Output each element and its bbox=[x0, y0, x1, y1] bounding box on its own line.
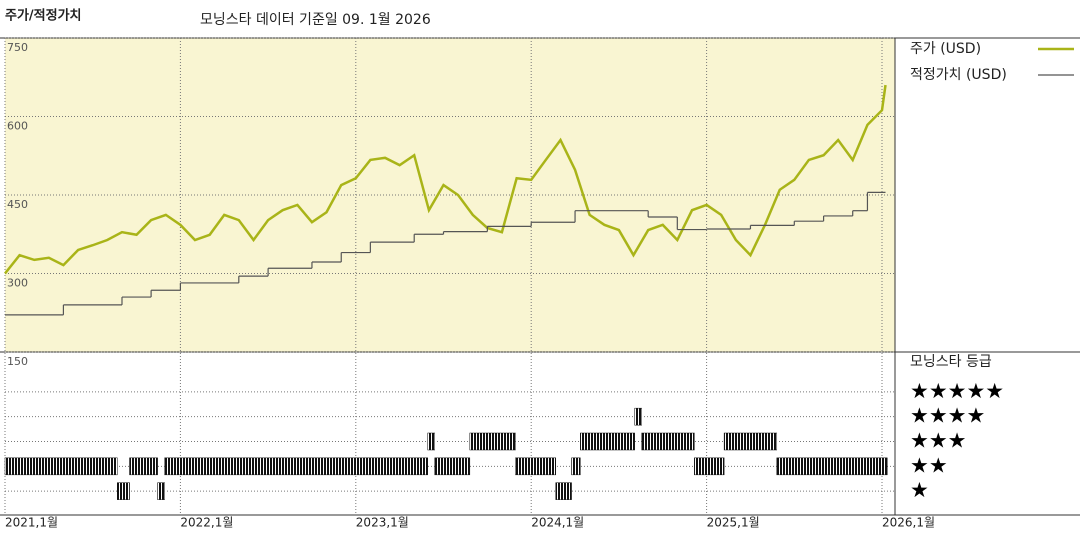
rating-bar bbox=[634, 407, 642, 426]
rating-bar bbox=[164, 457, 428, 476]
rating-label: ★★★ bbox=[910, 429, 966, 453]
x-tick-label: 2024,1월 bbox=[531, 516, 584, 530]
legend-label: 적정가치 (USD) bbox=[910, 67, 1007, 83]
rating-bar bbox=[641, 432, 695, 451]
rating-bar bbox=[515, 457, 557, 476]
chart-subtitle: 모닝스타 데이터 기준일 09. 1월 2026 bbox=[200, 12, 431, 28]
rating-label: ★ bbox=[910, 478, 929, 502]
x-tick-label: 2025,1월 bbox=[707, 516, 760, 530]
rating-bar bbox=[776, 457, 888, 476]
rating-bar bbox=[129, 457, 158, 476]
x-tick-label: 2026,1월 bbox=[882, 516, 935, 530]
y-tick-label: 600 bbox=[7, 120, 28, 133]
legend-label: 주가 (USD) bbox=[910, 41, 981, 57]
x-tick-label: 2021,1월 bbox=[5, 516, 58, 530]
rating-bar bbox=[723, 432, 778, 451]
rating-bar bbox=[434, 457, 471, 476]
rating-bar bbox=[580, 432, 635, 451]
rating-label: ★★★★ bbox=[910, 404, 985, 428]
rating-bar bbox=[4, 457, 118, 476]
rating-bar bbox=[571, 457, 581, 476]
rating-bar bbox=[157, 482, 165, 500]
rating-bar bbox=[117, 482, 130, 500]
x-tick-label: 2022,1월 bbox=[180, 516, 233, 530]
y-tick-label: 450 bbox=[7, 198, 28, 211]
rating-label: ★★ bbox=[910, 453, 948, 477]
chart-title: 주가/적정가치 bbox=[5, 8, 82, 24]
rating-label: ★★★★★ bbox=[910, 379, 1004, 403]
y-tick-label: 750 bbox=[7, 41, 28, 54]
x-tick-label: 2023,1월 bbox=[356, 516, 409, 530]
price-line bbox=[4, 84, 887, 275]
y-tick-label: 150 bbox=[7, 355, 28, 368]
rating-bar bbox=[555, 482, 572, 500]
y-tick-label: 300 bbox=[7, 277, 28, 290]
rating-bar bbox=[694, 457, 725, 476]
rating-title: 모닝스타 등급 bbox=[910, 354, 992, 370]
rating-bar bbox=[427, 432, 435, 451]
rating-bar bbox=[469, 432, 516, 451]
